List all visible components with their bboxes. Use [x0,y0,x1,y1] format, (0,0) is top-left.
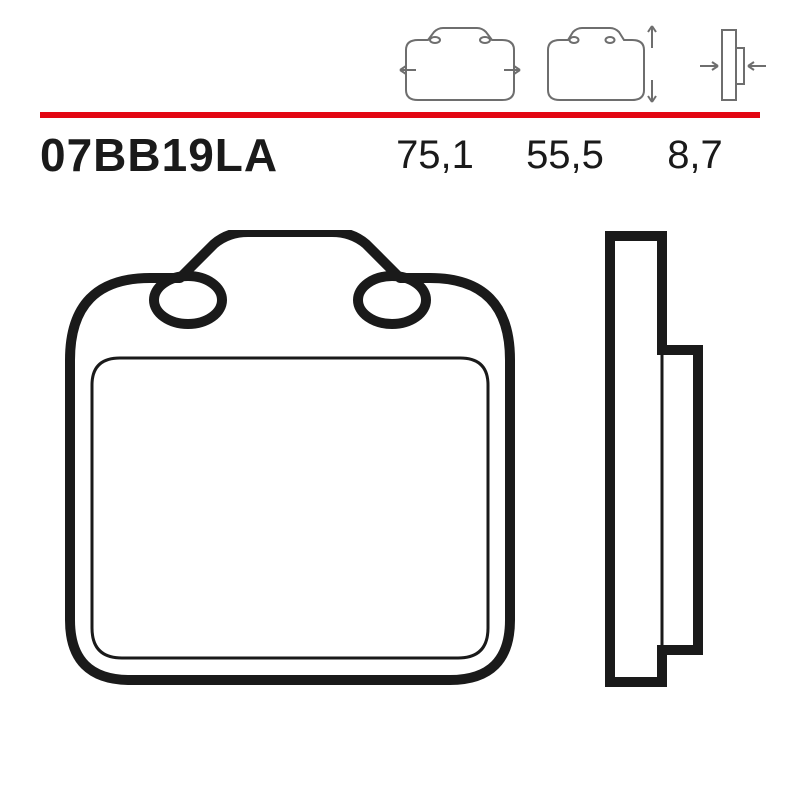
friction-pad-outline [92,358,488,658]
brake-pad-side-view [590,230,720,690]
dim-height: 55,5 [500,133,630,178]
accent-divider [40,112,760,118]
dimension-icons [0,22,800,112]
width-icon [400,28,520,100]
header-row: 07BB19LA 75,1 55,5 8,7 [40,128,760,182]
dim-width: 75,1 [370,133,500,178]
mounting-hole-right [358,276,426,324]
pad-outline [70,232,510,680]
brake-pad-front-view [60,230,520,690]
side-profile [610,236,698,682]
part-number: 07BB19LA [40,128,278,182]
height-icon [548,26,656,102]
thickness-icon [700,30,766,100]
dim-thickness: 8,7 [630,133,760,178]
mounting-hole-left [154,276,222,324]
dimensions-group: 75,1 55,5 8,7 [370,133,760,178]
